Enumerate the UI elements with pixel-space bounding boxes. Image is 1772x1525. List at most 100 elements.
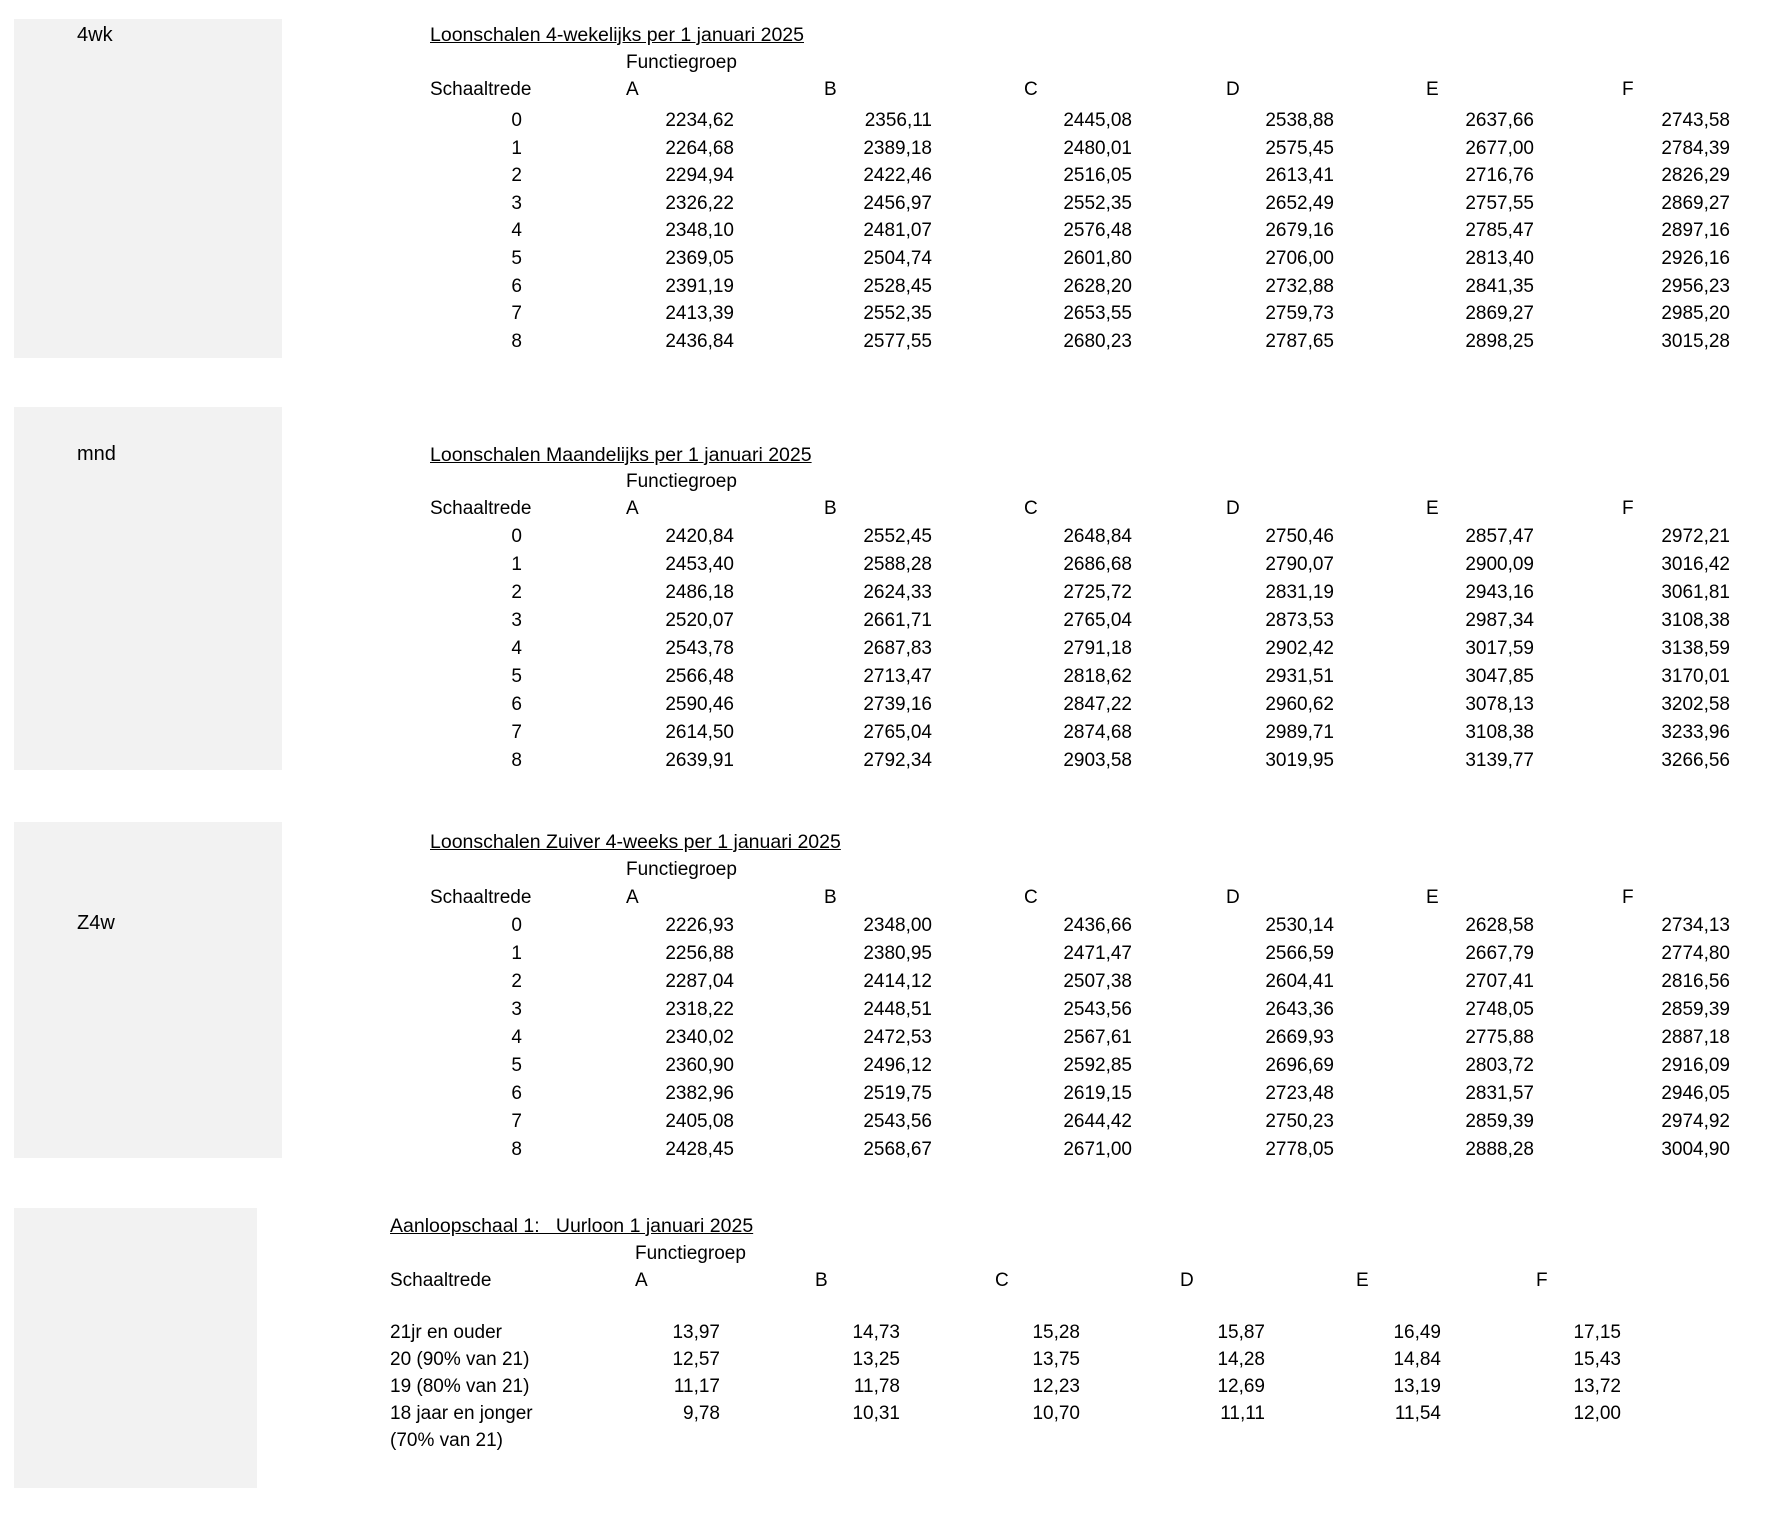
value-cell: 10,31 [852,1403,900,1424]
side-panel-z4w-label: Z4w [77,912,115,934]
value-cell: 2887,18 [1661,1027,1730,1048]
side-panel-4wk[interactable]: 4wk [14,19,282,358]
value-cell: 2389,18 [863,137,932,159]
value-cell: 2671,00 [1063,1139,1132,1160]
table-title: Loonschalen Maandelijks per 1 januari 20… [430,444,812,466]
value-cell: 2985,20 [1661,303,1730,325]
value-cell: 2680,23 [1063,330,1132,352]
value-cell: 2706,00 [1265,248,1334,269]
value-cell: 2380,95 [863,943,932,964]
value-cell: 3016,42 [1661,554,1730,575]
side-panel-mnd-label: mnd [77,443,116,465]
functiegroep-label: Functiegroep [635,1243,746,1264]
schaaltrede-label: Schaaltrede [430,887,532,908]
value-cell: 2898,25 [1465,330,1534,352]
value-cell: 2956,23 [1661,275,1730,297]
row-label: 8 [511,330,522,352]
value-cell: 2448,51 [863,999,932,1020]
column-header-C: C [1024,887,1038,908]
value-cell: 2847,22 [1063,694,1132,715]
value-cell: 2496,12 [863,1055,932,1076]
value-cell: 15,87 [1217,1322,1265,1343]
value-cell: 2326,22 [665,192,734,214]
value-cell: 2348,00 [863,915,932,936]
row-label: 1 [511,943,522,964]
value-cell: 2661,71 [863,610,932,631]
value-cell: 2256,88 [665,943,734,964]
row-label: 18 jaar en jonger [390,1403,533,1424]
row-label: 8 [511,750,522,771]
value-cell: 2989,71 [1265,722,1334,743]
value-cell: 2874,68 [1063,722,1132,743]
column-header-B: B [824,498,837,519]
value-cell: 2787,65 [1265,330,1334,352]
value-cell: 2264,68 [665,137,734,159]
value-cell: 2687,83 [863,638,932,659]
value-cell: 2784,39 [1661,137,1730,159]
row-label: 3 [511,192,522,214]
column-header-F: F [1622,79,1634,100]
side-panel-mnd[interactable]: mnd [14,407,282,770]
value-cell: 2902,42 [1265,638,1334,659]
value-cell: 2340,02 [665,1027,734,1048]
value-cell: 2543,56 [863,1111,932,1132]
column-header-E: E [1356,1270,1369,1291]
value-cell: 2916,09 [1661,1055,1730,1076]
value-cell: 2369,05 [665,248,734,269]
row-label: 5 [511,248,522,269]
value-cell: 15,28 [1032,1322,1080,1343]
row-label: 2 [511,971,522,992]
value-cell: 2588,28 [863,554,932,575]
value-cell: 2803,72 [1465,1055,1534,1076]
column-header-D: D [1226,887,1240,908]
schaaltrede-label: Schaaltrede [430,79,532,100]
value-cell: 2652,49 [1265,192,1334,214]
value-cell: 3078,13 [1465,694,1534,715]
value-cell: 9,78 [683,1403,720,1424]
value-cell: 13,25 [852,1349,900,1370]
row-label: 7 [511,722,522,743]
value-cell: 2420,84 [665,526,734,547]
value-cell: 2507,38 [1063,971,1132,992]
value-cell: 13,97 [672,1322,720,1343]
value-cell: 2926,16 [1661,248,1730,269]
row-label: 0 [511,110,522,131]
schaaltrede-label: Schaaltrede [390,1270,492,1291]
value-cell: 2987,34 [1465,610,1534,631]
value-cell: 2869,27 [1661,192,1730,214]
value-cell: 2748,05 [1465,999,1534,1020]
value-cell: 2778,05 [1265,1139,1334,1160]
value-cell: 2931,51 [1265,666,1334,687]
value-cell: 2234,62 [665,110,734,131]
column-header-B: B [824,79,837,100]
value-cell: 10,70 [1032,1403,1080,1424]
value-cell: 3170,01 [1661,666,1730,687]
value-cell: 2624,33 [863,582,932,603]
column-header-D: D [1226,79,1240,100]
value-cell: 2414,12 [863,971,932,992]
row-label: 4 [511,638,522,659]
side-panel-z4w[interactable]: Z4w [14,822,282,1158]
value-cell: 2869,27 [1465,303,1534,325]
value-cell: 2765,04 [863,722,932,743]
value-cell: 2628,58 [1465,915,1534,936]
column-header-D: D [1226,498,1240,519]
value-cell: 2774,80 [1661,943,1730,964]
value-cell: 2653,55 [1063,303,1132,325]
column-header-A: A [635,1270,648,1291]
table-title: Loonschalen Zuiver 4-weeks per 1 januari… [430,831,841,853]
column-header-A: A [626,79,639,100]
value-cell: 3138,59 [1661,638,1730,659]
value-cell: 2628,20 [1063,275,1132,297]
side-panel-aanloop[interactable] [14,1208,257,1488]
value-cell: 2360,90 [665,1055,734,1076]
value-cell: 2577,55 [863,330,932,352]
value-cell: 2601,80 [1063,248,1132,269]
value-cell: 2757,55 [1465,192,1534,214]
value-cell: 2643,36 [1265,999,1334,1020]
row-label: 0 [511,915,522,936]
value-cell: 2530,14 [1265,915,1334,936]
column-header-A: A [626,498,639,519]
table-title: Loonschalen 4-wekelijks per 1 januari 20… [430,24,804,46]
value-cell: 2422,46 [863,165,932,187]
